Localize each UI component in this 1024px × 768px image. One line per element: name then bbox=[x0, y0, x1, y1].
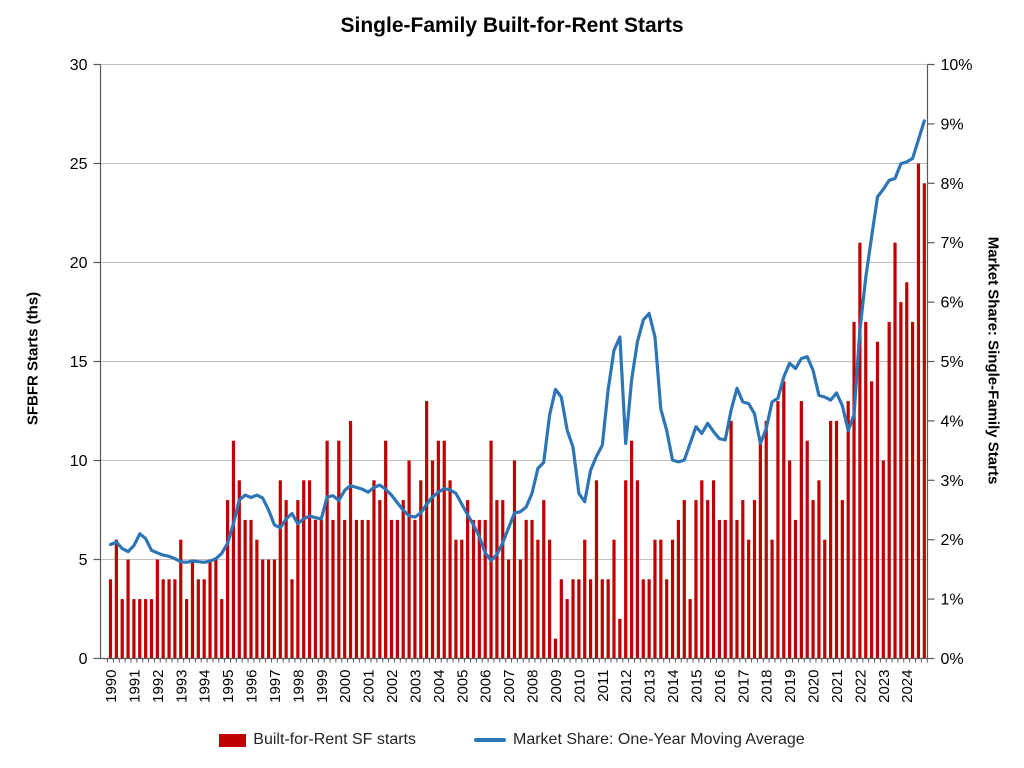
svg-text:2020: 2020 bbox=[806, 670, 823, 703]
svg-text:2017: 2017 bbox=[735, 670, 752, 703]
y-axis-left: 0 5 10 15 20 25 30 bbox=[70, 57, 101, 668]
svg-text:0%: 0% bbox=[941, 651, 964, 668]
svg-text:4%: 4% bbox=[941, 413, 964, 430]
svg-text:2014: 2014 bbox=[665, 670, 682, 703]
svg-text:1990: 1990 bbox=[103, 670, 120, 703]
chart-title: Single-Family Built-for-Rent Starts bbox=[340, 14, 684, 37]
svg-text:2013: 2013 bbox=[642, 670, 659, 703]
svg-text:1992: 1992 bbox=[150, 670, 167, 703]
right-axis-title: Market Share: Single-Family Starts bbox=[984, 236, 1002, 485]
svg-text:2024: 2024 bbox=[899, 670, 916, 703]
svg-text:1991: 1991 bbox=[126, 670, 143, 703]
x-axis: 1990 1991 1992 1993 1994 1995 1996 1997 1998 1999… bbox=[103, 658, 928, 703]
svg-text:1997: 1997 bbox=[267, 670, 284, 703]
svg-text:2011: 2011 bbox=[595, 670, 612, 702]
svg-text:2003: 2003 bbox=[407, 670, 424, 703]
svg-text:2018: 2018 bbox=[759, 670, 776, 703]
svg-text:1998: 1998 bbox=[290, 670, 307, 703]
svg-text:1%: 1% bbox=[941, 592, 964, 609]
svg-text:5%: 5% bbox=[941, 354, 964, 371]
bar-swatch-icon bbox=[219, 733, 247, 747]
svg-text:2%: 2% bbox=[941, 532, 964, 549]
svg-text:2004: 2004 bbox=[431, 670, 448, 703]
svg-text:2005: 2005 bbox=[454, 670, 471, 703]
svg-text:10%: 10% bbox=[941, 57, 973, 74]
svg-text:2009: 2009 bbox=[548, 670, 565, 703]
svg-text:1995: 1995 bbox=[220, 670, 237, 703]
svg-text:2015: 2015 bbox=[688, 670, 705, 703]
svg-text:2021: 2021 bbox=[829, 670, 846, 703]
svg-text:2019: 2019 bbox=[782, 670, 799, 703]
bars-series bbox=[108, 163, 926, 659]
svg-text:2023: 2023 bbox=[876, 670, 893, 703]
svg-text:9%: 9% bbox=[941, 116, 964, 133]
svg-text:25: 25 bbox=[70, 156, 88, 173]
svg-text:7%: 7% bbox=[941, 235, 964, 252]
svg-text:2007: 2007 bbox=[501, 670, 518, 703]
svg-text:2002: 2002 bbox=[384, 670, 401, 703]
svg-text:5: 5 bbox=[79, 552, 88, 569]
line-swatch-icon bbox=[473, 738, 506, 742]
svg-text:2012: 2012 bbox=[618, 670, 635, 703]
legend-label-line: Market Share: One-Year Moving Average bbox=[512, 731, 805, 748]
svg-text:6%: 6% bbox=[941, 295, 964, 312]
svg-text:3%: 3% bbox=[941, 473, 964, 490]
y-axis-right: 0% 1% 2% 3% 4% 5% 6% 7% 8% 9% 10% bbox=[927, 57, 973, 668]
svg-text:2008: 2008 bbox=[525, 670, 542, 703]
legend-item-bars: Built-for-Rent SF starts bbox=[219, 731, 416, 749]
svg-text:2006: 2006 bbox=[478, 670, 495, 703]
svg-text:1999: 1999 bbox=[314, 670, 331, 703]
svg-text:15: 15 bbox=[70, 354, 88, 371]
market-share-line bbox=[108, 119, 926, 564]
legend-label-bars: Built-for-Rent SF starts bbox=[253, 731, 416, 748]
svg-text:1996: 1996 bbox=[244, 670, 261, 703]
legend-item-line: Market Share: One-Year Moving Average bbox=[473, 731, 805, 749]
svg-text:2016: 2016 bbox=[712, 670, 729, 703]
svg-text:2001: 2001 bbox=[361, 670, 378, 703]
legend: Built-for-Rent SF starts Market Share: O… bbox=[0, 731, 1024, 749]
svg-text:8%: 8% bbox=[941, 176, 964, 193]
svg-text:1993: 1993 bbox=[173, 670, 190, 703]
svg-text:1994: 1994 bbox=[197, 670, 214, 703]
svg-text:30: 30 bbox=[70, 57, 88, 74]
svg-text:2010: 2010 bbox=[571, 670, 588, 703]
svg-text:2022: 2022 bbox=[852, 670, 869, 703]
left-axis-title: SFBFR Starts (ths) bbox=[24, 291, 42, 426]
svg-text:0: 0 bbox=[79, 651, 88, 668]
svg-text:2000: 2000 bbox=[337, 670, 354, 703]
svg-text:20: 20 bbox=[70, 255, 88, 272]
svg-text:10: 10 bbox=[70, 453, 88, 470]
